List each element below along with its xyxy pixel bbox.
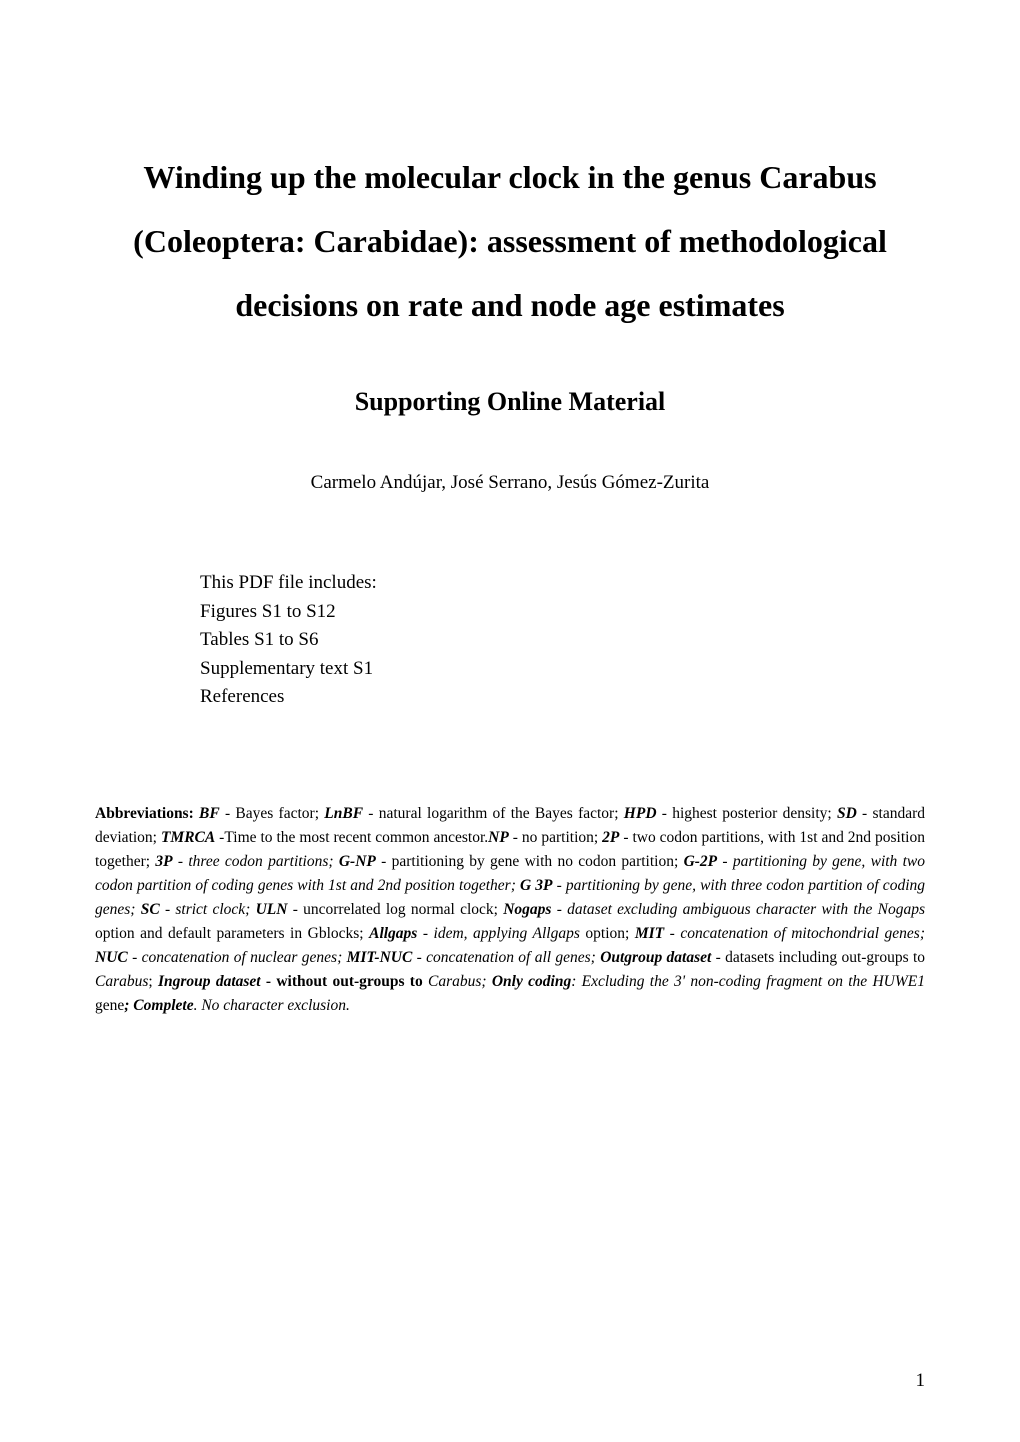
abbreviations-label: Abbreviations: — [95, 805, 199, 822]
abbr-key: Ingroup dataset — [158, 973, 261, 990]
abbr-key: 3P — [155, 853, 172, 870]
abbr-key: ULN — [256, 901, 288, 918]
abbr-val: : Excluding the 3' non-coding fragment o… — [571, 973, 872, 990]
abbr-val: option; — [580, 925, 635, 942]
title-line-2: (Coleoptera: Carabidae): assessment of m… — [133, 223, 887, 259]
abbr-val: - uncorrelated log normal clock; — [287, 901, 503, 918]
abbr-key: Only coding — [492, 973, 571, 990]
abbr-val: - natural logarithm of the Bayes factor; — [363, 805, 624, 822]
abbr-val: - three codon partitions; — [173, 853, 339, 870]
abbr-val-italic: Allgaps — [533, 925, 580, 942]
abbr-val: - dataset excluding ambiguous character … — [551, 901, 877, 918]
abbr-val: option and default parameters in Gblocks… — [95, 925, 369, 942]
abbr-val-italic: Carabus; — [428, 973, 492, 990]
abbr-val-italic: Carabus — [95, 973, 148, 990]
abbr-key: MIT — [635, 925, 664, 942]
abbr-val: - idem, applying — [417, 925, 532, 942]
page-container: Winding up the molecular clock in the ge… — [0, 0, 1020, 1442]
abbr-key: SD — [837, 805, 857, 822]
abbr-val: - no partition; — [509, 829, 602, 846]
abbr-val: - concatenation of mitochondrial genes; — [664, 925, 925, 942]
abbr-key: G 3P — [520, 877, 553, 894]
abbr-val: - highest posterior density; — [657, 805, 837, 822]
abbr-key: Allgaps — [369, 925, 417, 942]
abbr-val: - partitioning by gene with no codon par… — [376, 853, 684, 870]
abbr-key: ; Complete — [124, 997, 193, 1014]
includes-heading: This PDF file includes: — [200, 572, 377, 593]
abbr-val-italic: HUWE1 — [872, 973, 925, 990]
abbr-val: - datasets including out-groups to — [711, 949, 925, 966]
abbr-val: . No character exclusion. — [194, 997, 350, 1014]
abbr-val: - concatenation of all genes; — [412, 949, 600, 966]
authors-line: Carmelo Andújar, José Serrano, Jesús Góm… — [95, 472, 925, 494]
abbreviations-paragraph: Abbreviations: BF - Bayes factor; LnBF -… — [95, 802, 925, 1018]
abbr-val-italic: Nogaps — [878, 901, 925, 918]
title-line-3: decisions on rate and node age estimates — [235, 287, 784, 323]
document-title: Winding up the molecular clock in the ge… — [95, 145, 925, 337]
abbr-key: NP — [488, 829, 509, 846]
abbr-key: G-NP — [339, 853, 376, 870]
abbr-key: Nogaps — [503, 901, 551, 918]
includes-block: This PDF file includes: Figures S1 to S1… — [200, 569, 925, 712]
includes-item: Tables S1 to S6 — [200, 629, 318, 650]
abbr-val: - without out-groups to — [261, 973, 428, 990]
abbr-key: SC — [141, 901, 160, 918]
abbr-val: -Time to the most recent common ancestor… — [215, 829, 488, 846]
abbr-key: MIT-NUC — [347, 949, 413, 966]
abbr-key: NUC — [95, 949, 128, 966]
abbr-key: Outgroup dataset — [600, 949, 711, 966]
includes-item: References — [200, 686, 284, 707]
abbr-val: - strict clock; — [160, 901, 256, 918]
includes-item: Figures S1 to S12 — [200, 601, 336, 622]
page-number: 1 — [916, 1370, 926, 1392]
abbr-key: 2P — [602, 829, 619, 846]
document-subtitle: Supporting Online Material — [95, 387, 925, 417]
abbr-val: - concatenation of nuclear genes; — [128, 949, 347, 966]
abbr-key: TMRCA — [161, 829, 215, 846]
title-line-1: Winding up the molecular clock in the ge… — [143, 159, 876, 195]
abbr-val: - Bayes factor; — [220, 805, 325, 822]
abbr-key: BF — [199, 805, 220, 822]
abbr-key: G-2P — [684, 853, 718, 870]
abbr-val: gene — [95, 997, 124, 1014]
abbr-key: HPD — [624, 805, 657, 822]
abbr-key: LnBF — [324, 805, 363, 822]
abbr-val: ; — [148, 973, 158, 990]
includes-item: Supplementary text S1 — [200, 658, 373, 679]
